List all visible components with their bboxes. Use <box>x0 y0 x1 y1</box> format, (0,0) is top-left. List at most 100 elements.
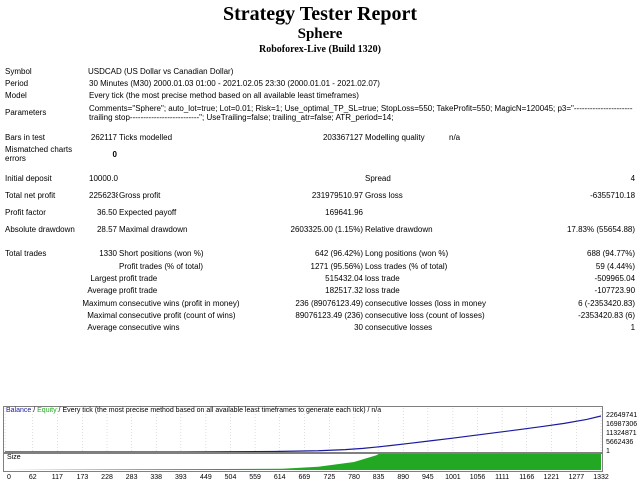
deposit-label: Initial deposit <box>5 173 52 183</box>
size-label: Size <box>7 454 21 461</box>
period-value: 30 Minutes (M30) 2000.01.03 01:00 - 2021… <box>89 78 380 88</box>
bars-label: Bars in test <box>5 132 46 142</box>
legend-equity: Equity <box>37 407 57 414</box>
total-trades-row: Total trades 1330 Short positions (won %… <box>4 248 636 260</box>
maximal-drawdown-label: Maximal drawdown <box>119 225 188 235</box>
relative-drawdown-value: 17.83% (55654.88) <box>566 225 636 235</box>
x-tick-label: 283 <box>125 474 138 481</box>
ticks-label: Ticks modelled <box>119 132 173 142</box>
x-tick-label: 890 <box>397 474 410 481</box>
profit-factor-value: 36.50 <box>96 208 117 218</box>
average-loss-label: loss trade <box>365 286 400 296</box>
symbol-row: Symbol USDCAD (US Dollar vs Canadian Dol… <box>4 65 636 77</box>
model-value: Every tick (the most precise method base… <box>89 91 359 101</box>
bars-value: 262117 <box>90 132 117 142</box>
largest-label: Largest <box>90 274 117 284</box>
maximal-drawdown-value: 2603325.00 (1.15%) <box>290 225 364 235</box>
parameters-row: Parameters Comments="Sphere"; auto_lot=t… <box>4 102 636 124</box>
legend-model: / Every tick (the most precise method ba… <box>56 407 382 414</box>
total-trades-label: Total trades <box>5 249 47 259</box>
profit-factor-row: Profit factor 36.50 Expected payoff 1696… <box>4 206 636 218</box>
avg-wins-value: 30 <box>354 323 363 333</box>
quality-label: Modelling quality <box>365 132 425 142</box>
x-tick-label: 449 <box>200 474 212 481</box>
maximal-loss-label: consecutive loss (count of losses) <box>365 310 485 320</box>
x-tick-label: 1111 <box>495 474 510 481</box>
gross-loss-label: Gross loss <box>365 190 403 200</box>
average-label: Average <box>87 286 117 296</box>
balance-chart <box>4 408 602 470</box>
average-consecutive-label: Average <box>87 323 117 333</box>
spread-value: 4 <box>630 173 636 183</box>
maximal-loss-value: -2353420.83 (6) <box>578 310 636 320</box>
x-tick-label: 117 <box>51 474 63 481</box>
maximal-profit-label: consecutive profit (count of wins) <box>119 310 236 320</box>
net-profit-value: 225623800.78 <box>89 190 118 200</box>
largest-profit-value: 515432.04 <box>325 274 363 284</box>
report-header: Strategy Tester Report Sphere Roboforex-… <box>0 3 640 56</box>
legend-sep: / <box>31 407 38 414</box>
expert-name: Sphere <box>297 26 343 42</box>
average-row: Average profit trade 182517.32 loss trad… <box>4 285 636 297</box>
maximal-profit-value: 89076123.49 (236) <box>295 310 363 320</box>
maximal-label: Maximal <box>87 310 117 320</box>
model-row: Model Every tick (the most precise metho… <box>4 90 636 102</box>
largest-row: Largest profit trade 515432.04 loss trad… <box>4 272 636 284</box>
net-profit-label: Total net profit <box>5 190 56 200</box>
server-build: Roboforex-Live (Build 1320) <box>258 44 382 55</box>
balance-chart-frame <box>3 406 603 454</box>
report-table: Symbol USDCAD (US Dollar vs Canadian Dol… <box>4 65 636 334</box>
loss-trades-label: Loss trades (% of total) <box>365 261 448 271</box>
maximal-row: Maximal consecutive profit (count of win… <box>4 309 636 321</box>
average-profit-value: 182517.32 <box>325 286 363 296</box>
x-tick-label: 945 <box>421 474 434 481</box>
max-losses-label: consecutive losses (loss in money) <box>365 298 486 308</box>
avg-wins-label: consecutive wins <box>119 323 180 333</box>
mismatch-label: Mismatched charts errors <box>5 145 73 164</box>
relative-drawdown-label: Relative drawdown <box>365 225 433 235</box>
legend-balance: Balance <box>6 407 32 414</box>
drawdown-row: Absolute drawdown 28.57 Maximal drawdown… <box>4 219 636 241</box>
short-positions-label: Short positions (won %) <box>119 249 204 259</box>
y-tick-label: 1 <box>606 448 610 455</box>
maximum-label: Maximum <box>82 298 117 308</box>
x-tick-label: 228 <box>101 474 113 481</box>
max-wins-label: consecutive wins (profit in money) <box>119 298 240 308</box>
model-label: Model <box>5 91 27 101</box>
x-tick-label: 1166 <box>519 474 535 481</box>
x-tick-label: 614 <box>273 474 286 481</box>
expected-payoff-value: 169641.96 <box>325 208 363 218</box>
long-positions-value: 688 (94.77%) <box>587 249 636 259</box>
x-tick-label: 725 <box>323 474 336 481</box>
size-chart-frame <box>3 452 603 472</box>
absolute-drawdown-value: 28.57 <box>96 225 117 235</box>
y-tick-label: 11324871 <box>606 430 637 437</box>
x-tick-label: 1001 <box>445 474 461 481</box>
average-consecutive-row: Average consecutive wins 30 consecutive … <box>4 322 636 334</box>
profit-trades-row: Profit trades (% of total) 1271 (95.56%)… <box>4 260 636 272</box>
chart-legend: Balance / Equity / Every tick (the most … <box>6 407 381 414</box>
largest-loss-value: -509965.04 <box>594 274 636 284</box>
x-tick-label: 780 <box>348 474 360 481</box>
bars-row: Bars in test 262117 Ticks modelled 20336… <box>4 131 636 143</box>
largest-loss-label: loss trade <box>365 274 400 284</box>
long-positions-label: Long positions (won %) <box>365 249 449 259</box>
ticks-value: 203367127 <box>322 132 363 142</box>
x-tick-label: 1277 <box>568 474 585 481</box>
y-tick-label: 5662436 <box>606 439 634 446</box>
profit-factor-label: Profit factor <box>5 208 46 218</box>
max-wins-value: 236 (89076123.49) <box>295 298 363 308</box>
report-title: Strategy Tester Report <box>222 3 418 25</box>
profit-trades-value: 1271 (95.56%) <box>310 261 363 271</box>
x-tick-label: 62 <box>28 474 37 481</box>
x-tick-label: 559 <box>249 474 261 481</box>
x-tick-label: 173 <box>76 474 89 481</box>
profit-trades-label: Profit trades (% of total) <box>119 261 204 271</box>
avg-losses-value: 1 <box>630 323 636 333</box>
expected-payoff-label: Expected payoff <box>119 208 177 218</box>
deposit-value: 10000.00 <box>89 173 118 183</box>
x-tick-label: 1332 <box>593 474 609 481</box>
loss-trades-value: 59 (4.44%) <box>595 261 636 271</box>
period-label: Period <box>5 78 29 88</box>
gross-loss-value: -6355710.18 <box>590 190 636 200</box>
